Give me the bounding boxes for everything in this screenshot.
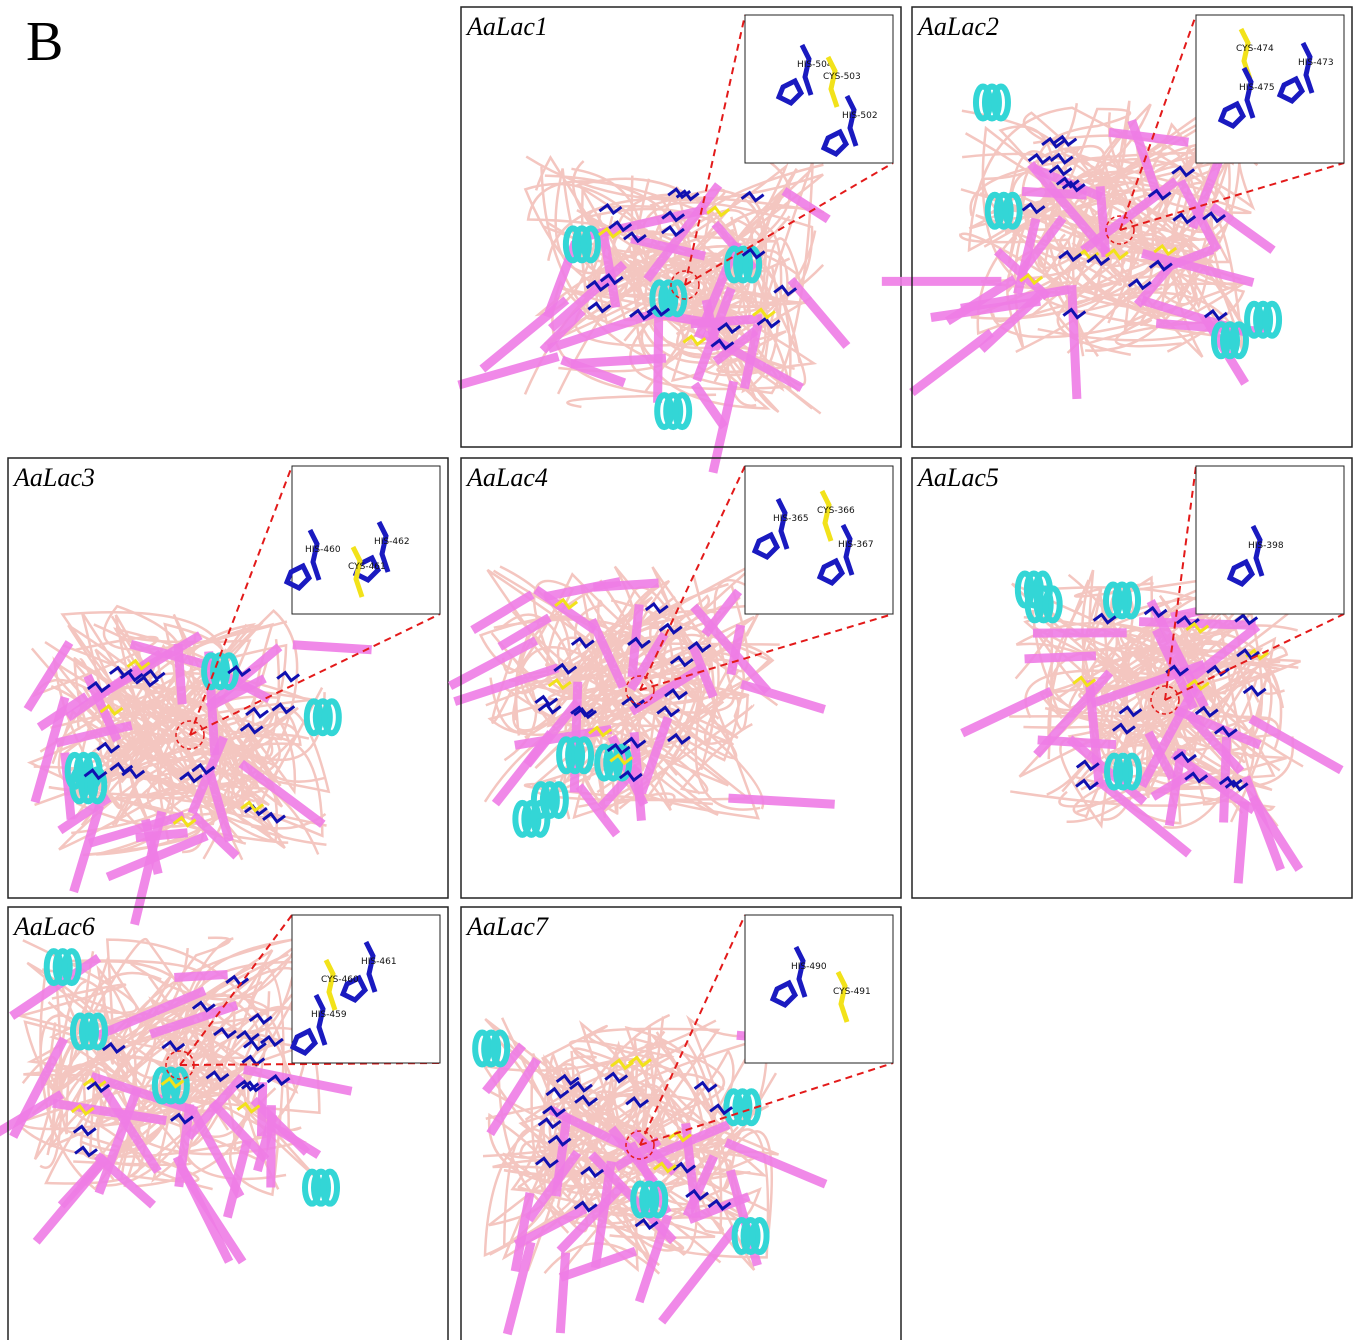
residue-label: HIS-365 [773, 514, 809, 524]
beta-strand [1025, 656, 1096, 659]
panel-title: AaLac5 [916, 463, 999, 492]
residue-label: HIS-490 [791, 962, 827, 972]
residue-label: HIS-462 [374, 537, 410, 547]
residue-label: HIS-398 [1248, 541, 1284, 551]
residue-label: HIS-475 [1239, 83, 1275, 93]
inset [745, 15, 893, 163]
residue-label: CYS-461 [348, 562, 386, 572]
residue-label: HIS-367 [838, 540, 874, 550]
residue-label: HIS-502 [842, 111, 878, 121]
panel-title: AaLac3 [12, 463, 95, 492]
residue-label: CYS-503 [823, 72, 861, 82]
beta-strand [571, 358, 666, 364]
panel-title: AaLac7 [465, 912, 549, 941]
figure: B HIS-504CYS-503HIS-502AaLac1CYS-474HIS-… [0, 0, 1357, 1340]
beta-strand [593, 583, 658, 587]
panel: HIS-398 AaLac5 [912, 458, 1352, 898]
panel-title: AaLac1 [465, 12, 548, 41]
beta-strand [728, 798, 834, 804]
panel: CYS-474 HIS-473 HIS-475 AaLac2 [882, 7, 1352, 447]
beta-strand [695, 384, 725, 427]
residue-label: HIS-459 [311, 1010, 347, 1020]
beta-strand [662, 1228, 736, 1322]
residue-label: HIS-460 [305, 545, 341, 555]
panel: HIS-460 HIS-462 CYS-461 AaLac3 [8, 458, 448, 925]
panel: HIS-461CYS-460 HIS-459 AaLac6 [0, 907, 448, 1340]
beta-strand [791, 280, 847, 346]
residue-label: CYS-460 [321, 975, 359, 985]
inset [1196, 466, 1344, 614]
beta-strand [560, 1253, 565, 1333]
residue-label: HIS-473 [1298, 58, 1334, 68]
panel-title: AaLac2 [916, 12, 999, 41]
panel-title: AaLac4 [465, 463, 548, 492]
beta-strand [1238, 801, 1245, 883]
panel: HIS-365 CYS-366 HIS-367 AaLac4 [450, 458, 901, 898]
beta-strand [1072, 285, 1077, 399]
figure-label: B [26, 11, 63, 73]
beta-strand [174, 974, 227, 977]
inset [745, 915, 893, 1063]
panel-title: AaLac6 [12, 912, 95, 941]
beta-strand [459, 357, 559, 386]
beta-strand [293, 645, 372, 650]
residue-label: HIS-461 [361, 957, 397, 967]
beta-strand [1109, 132, 1189, 142]
panel: HIS-490 CYS-491 AaLac7 [461, 907, 901, 1340]
residue-label: CYS-491 [833, 987, 871, 997]
beta-strand [136, 833, 188, 838]
beta-strand [912, 333, 991, 393]
residue-label: CYS-474 [1236, 44, 1274, 54]
residue-label: CYS-366 [817, 506, 855, 516]
